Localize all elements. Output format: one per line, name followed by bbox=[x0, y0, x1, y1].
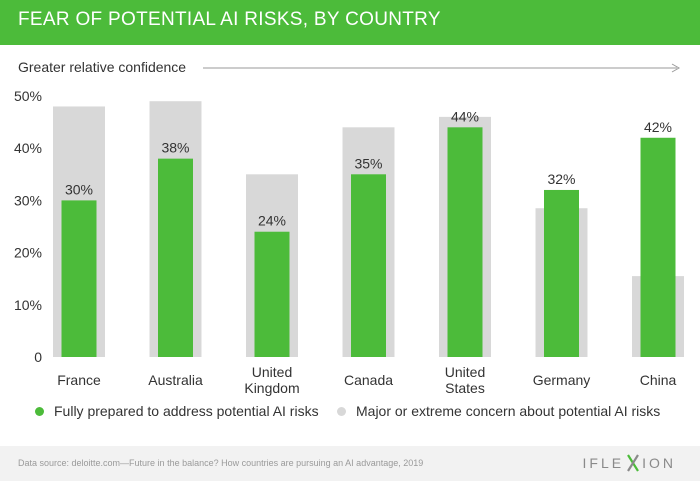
x-tick-label: France bbox=[57, 372, 101, 388]
prepared-bar bbox=[447, 127, 483, 357]
y-tick-label: 50% bbox=[14, 88, 42, 104]
x-tick-label-line: Kingdom bbox=[244, 380, 299, 396]
footer: Data source: deloitte.com—Future in the … bbox=[0, 446, 700, 481]
confidence-label: Greater relative confidence bbox=[18, 59, 187, 75]
x-tick-label: Germany bbox=[533, 372, 591, 388]
logo-x-mark-icon bbox=[627, 454, 640, 472]
data-label: 30% bbox=[65, 181, 93, 197]
data-label: 35% bbox=[354, 155, 382, 171]
y-tick-label: 30% bbox=[14, 192, 42, 208]
x-tick-label: Canada bbox=[344, 372, 393, 388]
data-label: 42% bbox=[644, 119, 672, 135]
bar-chart: 0 10% 20% 30% 40% 50% 30% France 38% Australia 24%… bbox=[14, 88, 684, 396]
x-tick-label-line: United bbox=[445, 364, 485, 380]
legend-dot-gray-icon bbox=[337, 406, 346, 416]
prepared-bar bbox=[254, 231, 290, 357]
data-source-note: Data source: deloitte.com—Future in the … bbox=[18, 458, 424, 468]
legend-label-prepared: Fully prepared to address potential AI r… bbox=[54, 403, 319, 419]
y-tick-label: 20% bbox=[14, 245, 42, 261]
prepared-bar bbox=[158, 158, 193, 357]
x-tick-label: China bbox=[640, 372, 677, 388]
x-tick-label-line: United bbox=[252, 364, 292, 380]
x-tick-label-line: States bbox=[445, 380, 485, 396]
header-bar: FEAR OF POTENTIAL AI RISKS, BY COUNTRY bbox=[0, 0, 700, 45]
prepared-bar bbox=[544, 189, 579, 357]
y-tick-label: 40% bbox=[14, 140, 42, 156]
logo-text-right: ION bbox=[642, 455, 676, 471]
logo-text-left: IFLE bbox=[582, 455, 625, 471]
y-tick-label: 10% bbox=[14, 297, 42, 313]
data-label: 38% bbox=[161, 140, 189, 156]
x-tick-label: United States bbox=[445, 364, 485, 396]
x-tick-label: United Kingdom bbox=[244, 364, 299, 396]
data-label: 24% bbox=[258, 213, 286, 229]
data-label: 32% bbox=[547, 171, 575, 187]
iflexion-logo: IFLE ION bbox=[583, 454, 676, 472]
y-tick-label: 0 bbox=[34, 349, 42, 365]
legend-label-concern: Major or extreme concern about potential… bbox=[356, 403, 661, 419]
prepared-bar bbox=[351, 174, 386, 357]
legend-dot-green-icon bbox=[35, 406, 44, 416]
chart-title: FEAR OF POTENTIAL AI RISKS, BY COUNTRY bbox=[18, 9, 441, 30]
x-tick-label: Australia bbox=[148, 372, 203, 388]
legend-item-prepared: Fully prepared to address potential AI r… bbox=[35, 403, 319, 419]
data-label: 44% bbox=[451, 108, 479, 124]
legend: Fully prepared to address potential AI r… bbox=[0, 403, 700, 427]
prepared-bar bbox=[61, 200, 97, 357]
confidence-arrow-icon bbox=[203, 63, 681, 73]
legend-item-concern: Major or extreme concern about potential… bbox=[337, 403, 660, 419]
prepared-bar bbox=[640, 137, 676, 357]
